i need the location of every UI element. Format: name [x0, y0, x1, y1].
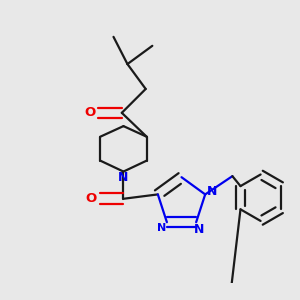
Text: O: O — [84, 106, 96, 119]
Text: N: N — [118, 171, 129, 184]
Text: N: N — [157, 223, 167, 233]
Text: O: O — [85, 192, 97, 205]
Text: N: N — [207, 185, 218, 198]
Text: N: N — [194, 223, 205, 236]
